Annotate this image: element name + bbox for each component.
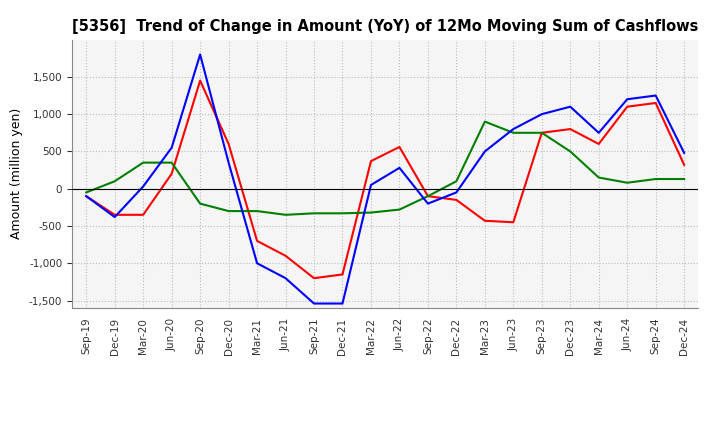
Title: [5356]  Trend of Change in Amount (YoY) of 12Mo Moving Sum of Cashflows: [5356] Trend of Change in Amount (YoY) o… — [72, 19, 698, 34]
Free Cashflow — [395, 165, 404, 170]
Free Cashflow — [623, 97, 631, 102]
Investing Cashflow — [680, 176, 688, 182]
Investing Cashflow — [509, 130, 518, 136]
Investing Cashflow — [566, 149, 575, 154]
Operating Cashflow — [338, 272, 347, 277]
Free Cashflow — [452, 190, 461, 195]
Operating Cashflow — [366, 158, 375, 164]
Investing Cashflow — [310, 211, 318, 216]
Operating Cashflow — [537, 130, 546, 136]
Operating Cashflow — [139, 212, 148, 217]
Investing Cashflow — [395, 207, 404, 212]
Line: Investing Cashflow: Investing Cashflow — [86, 121, 684, 215]
Investing Cashflow — [423, 194, 432, 199]
Operating Cashflow — [680, 162, 688, 168]
Operating Cashflow — [452, 197, 461, 202]
Free Cashflow — [566, 104, 575, 109]
Investing Cashflow — [338, 211, 347, 216]
Free Cashflow — [310, 301, 318, 306]
Free Cashflow — [338, 301, 347, 306]
Investing Cashflow — [537, 130, 546, 136]
Operating Cashflow — [310, 275, 318, 281]
Investing Cashflow — [167, 160, 176, 165]
Free Cashflow — [509, 126, 518, 132]
Operating Cashflow — [395, 144, 404, 150]
Investing Cashflow — [480, 119, 489, 124]
Investing Cashflow — [196, 201, 204, 206]
Free Cashflow — [82, 194, 91, 199]
Investing Cashflow — [652, 176, 660, 182]
Free Cashflow — [680, 150, 688, 156]
Investing Cashflow — [82, 190, 91, 195]
Investing Cashflow — [139, 160, 148, 165]
Investing Cashflow — [110, 179, 119, 184]
Free Cashflow — [366, 182, 375, 187]
Operating Cashflow — [110, 212, 119, 217]
Operating Cashflow — [167, 171, 176, 176]
Free Cashflow — [423, 201, 432, 206]
Operating Cashflow — [566, 126, 575, 132]
Free Cashflow — [480, 149, 489, 154]
Operating Cashflow — [652, 100, 660, 106]
Operating Cashflow — [82, 194, 91, 199]
Line: Free Cashflow: Free Cashflow — [86, 55, 684, 304]
Investing Cashflow — [623, 180, 631, 185]
Free Cashflow — [110, 214, 119, 220]
Operating Cashflow — [623, 104, 631, 109]
Investing Cashflow — [595, 175, 603, 180]
Free Cashflow — [225, 160, 233, 165]
Operating Cashflow — [423, 194, 432, 199]
Investing Cashflow — [452, 179, 461, 184]
Free Cashflow — [139, 184, 148, 189]
Free Cashflow — [595, 130, 603, 136]
Free Cashflow — [196, 52, 204, 57]
Line: Operating Cashflow: Operating Cashflow — [86, 81, 684, 278]
Investing Cashflow — [366, 210, 375, 215]
Investing Cashflow — [225, 209, 233, 214]
Investing Cashflow — [253, 209, 261, 214]
Operating Cashflow — [253, 238, 261, 244]
Operating Cashflow — [282, 253, 290, 258]
Operating Cashflow — [480, 218, 489, 224]
Free Cashflow — [282, 275, 290, 281]
Investing Cashflow — [282, 212, 290, 217]
Operating Cashflow — [509, 220, 518, 225]
Free Cashflow — [537, 111, 546, 117]
Free Cashflow — [167, 145, 176, 150]
Free Cashflow — [253, 260, 261, 266]
Y-axis label: Amount (million yen): Amount (million yen) — [10, 108, 23, 239]
Free Cashflow — [652, 93, 660, 98]
Operating Cashflow — [225, 141, 233, 147]
Operating Cashflow — [196, 78, 204, 83]
Operating Cashflow — [595, 141, 603, 147]
